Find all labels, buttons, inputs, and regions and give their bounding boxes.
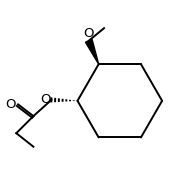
Text: O: O — [83, 27, 94, 40]
Text: O: O — [5, 98, 16, 111]
Polygon shape — [85, 39, 99, 64]
Text: O: O — [40, 93, 50, 106]
